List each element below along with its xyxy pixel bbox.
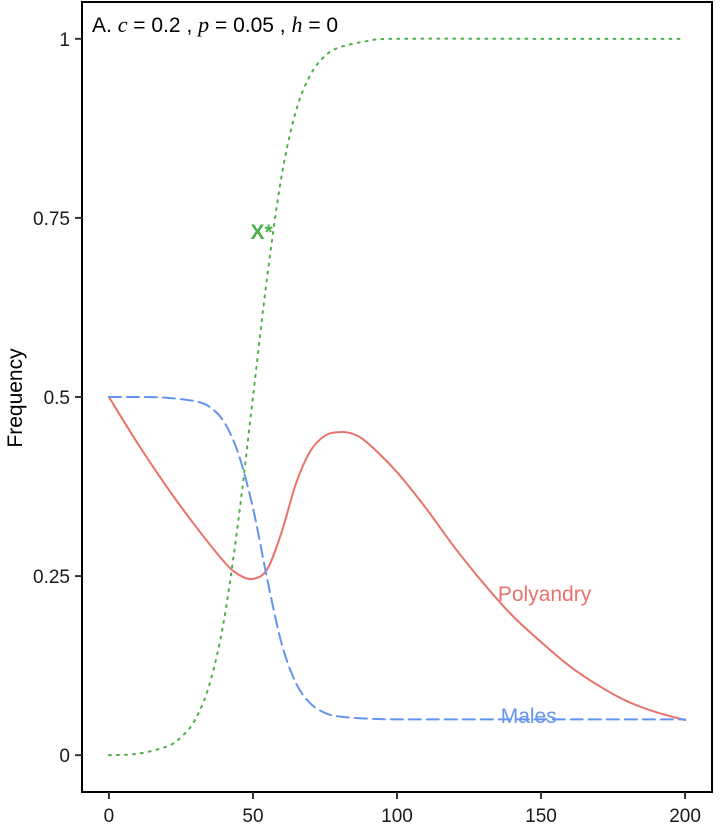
x-tick-label: 200 <box>669 806 701 827</box>
param-h-name: h <box>291 12 302 37</box>
param-h-eq: = <box>308 14 326 37</box>
y-tick-label: 0.25 <box>33 567 70 588</box>
y-axis-label: Frequency <box>4 348 27 448</box>
panel-title: A. c = 0.2 , p = 0.05 , h = 0 <box>92 12 338 37</box>
y-tick-label: 0 <box>59 746 70 767</box>
plot-panel-border <box>81 1 713 793</box>
param-c-name: c <box>118 12 128 37</box>
param-h-value: 0 <box>326 14 338 37</box>
series-line-polyandry <box>107 396 687 722</box>
param-p-value: 0.05 <box>233 14 274 37</box>
x-tick-label: 150 <box>525 806 557 827</box>
param-c-eq: = <box>133 14 151 37</box>
x-tick-label: 100 <box>381 806 413 827</box>
y-tick-label: 0.75 <box>33 209 70 230</box>
param-c-value: 0.2 <box>151 14 180 37</box>
y-tick-label: 0.5 <box>44 388 70 409</box>
series-label-polyandry: Polyandry <box>498 583 592 606</box>
panel-label: A. <box>92 14 112 37</box>
series-layer <box>107 37 687 757</box>
x-tick-label: 50 <box>242 806 263 827</box>
series-line-males <box>107 395 687 721</box>
series-label-x: X* <box>251 221 274 244</box>
series-label-males: Males <box>501 705 557 728</box>
x-tick-label: 0 <box>104 806 115 827</box>
param-p-name: p <box>196 12 209 37</box>
axes: 0 50 100 150 200 0 0.25 0.5 0.75 1 <box>33 30 701 827</box>
y-tick-label: 1 <box>59 30 70 51</box>
param-p-eq: = <box>215 14 233 37</box>
series-labels: Polyandry Males X* <box>251 221 592 728</box>
